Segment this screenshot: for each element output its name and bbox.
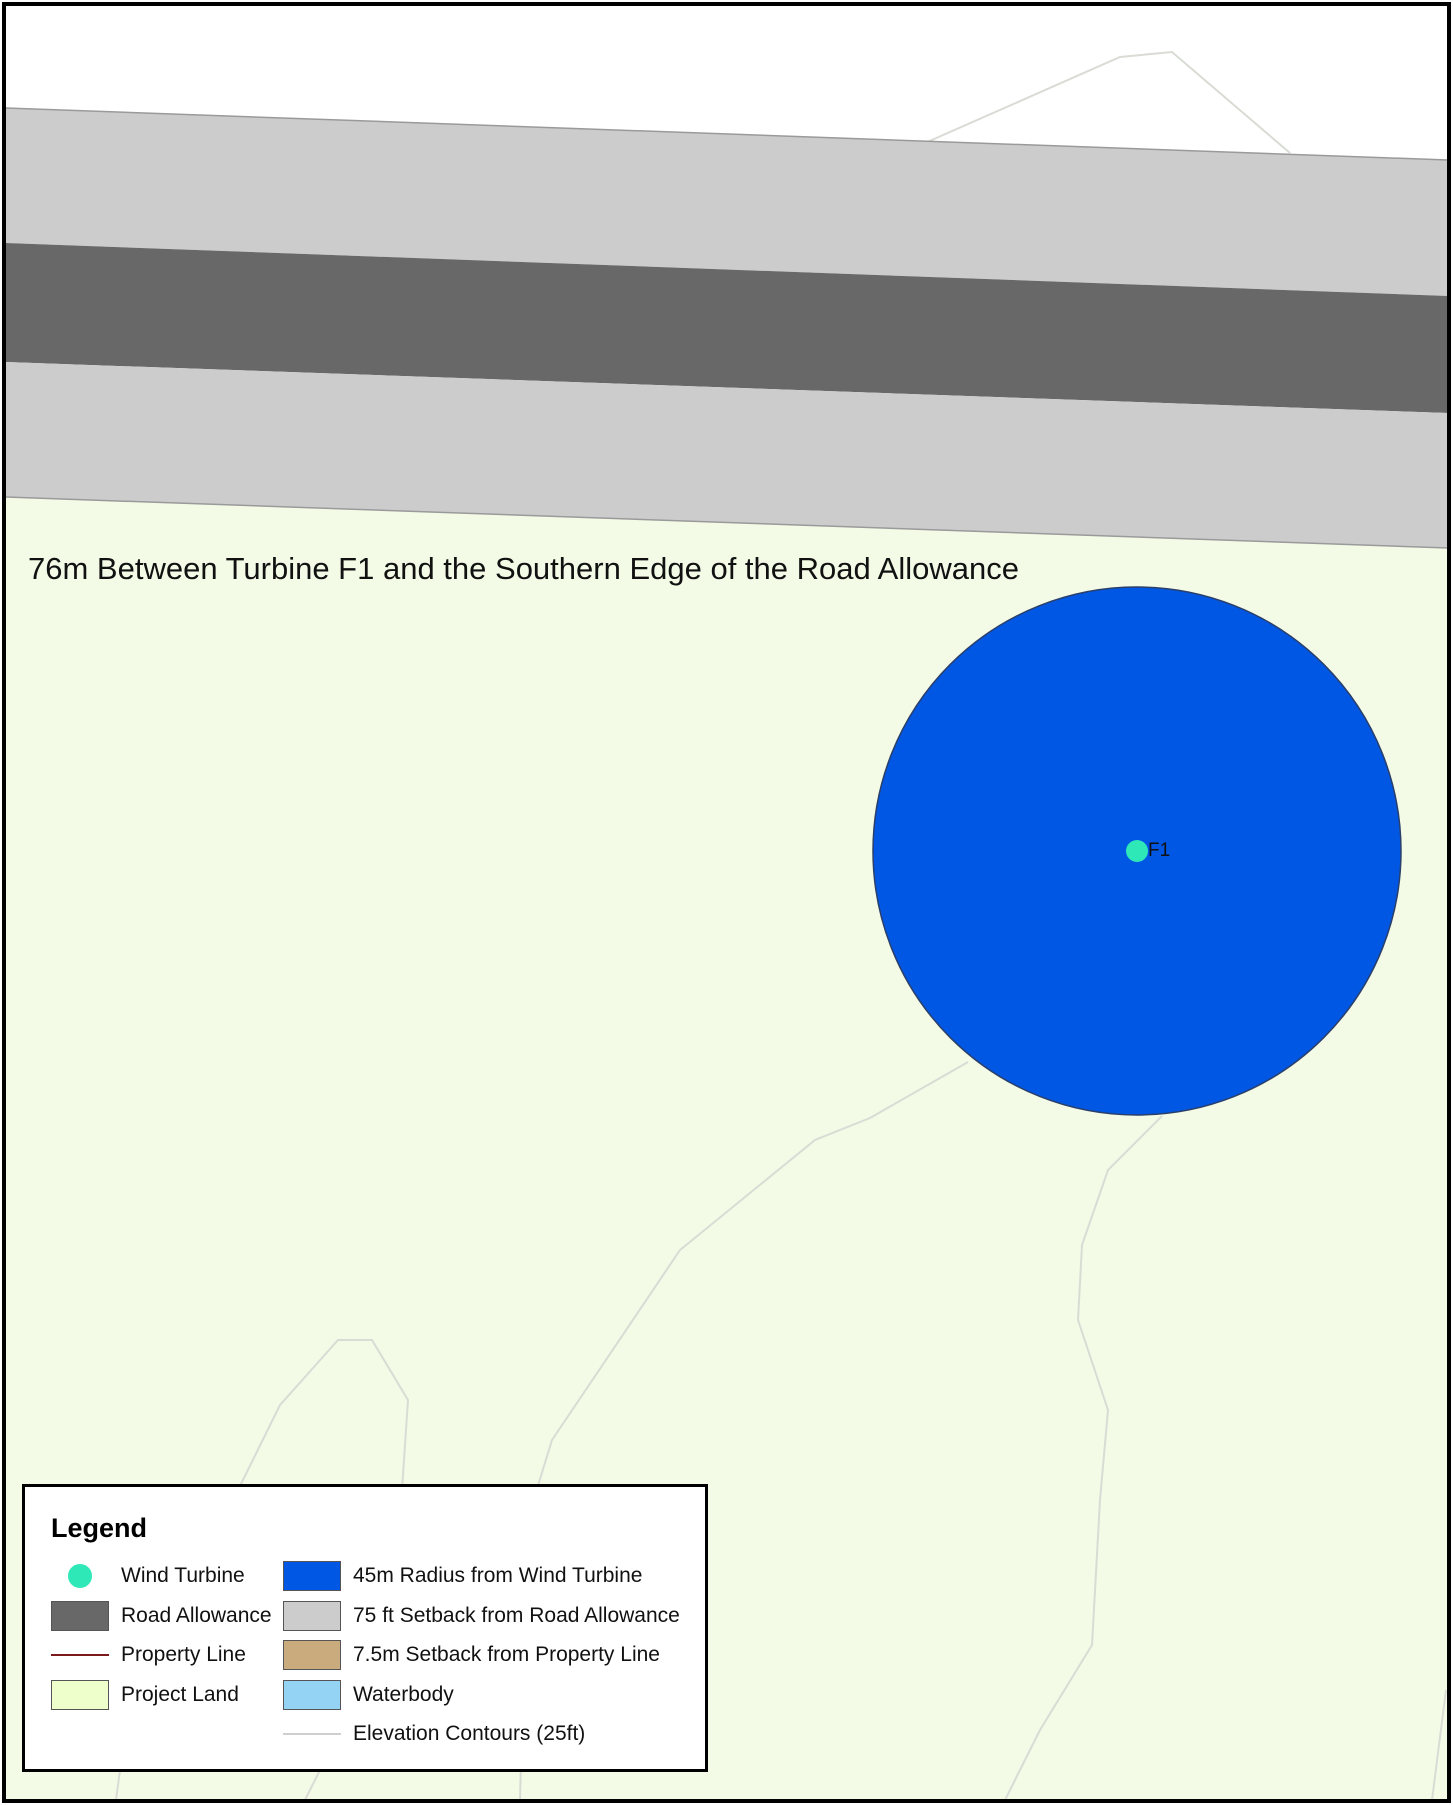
- legend-label: 45m Radius from Wind Turbine: [353, 1564, 643, 1587]
- road-setback-edge: [5, 496, 1449, 549]
- turbine-label: F1: [1148, 840, 1171, 861]
- legend-item-property-setback: 7.5m Setback from Property Line: [283, 1638, 660, 1672]
- legend-label: Property Line: [121, 1643, 246, 1666]
- turbine-radius-swatch: [283, 1561, 341, 1591]
- legend: Legend Wind Turbine Road Allowance Prope…: [22, 1484, 708, 1772]
- legend-label: Wind Turbine: [121, 1564, 245, 1587]
- legend-item-property-line: Property Line: [51, 1638, 246, 1672]
- legend-label: 75 ft Setback from Road Allowance: [353, 1604, 680, 1627]
- waterbody-swatch: [283, 1680, 341, 1710]
- legend-item-turbine-radius: 45m Radius from Wind Turbine: [283, 1559, 642, 1593]
- legend-item-project-land: Project Land: [51, 1678, 239, 1712]
- road-allowance: [6, 243, 1448, 413]
- legend-label: Project Land: [121, 1683, 239, 1706]
- elevation-contour-line-icon: [283, 1719, 341, 1749]
- road-setback-swatch: [283, 1601, 341, 1631]
- elevation-contour-line: [1004, 1115, 1163, 1801]
- legend-item-road-setback: 75 ft Setback from Road Allowance: [283, 1599, 680, 1633]
- elevation-contour-line: [237, 1339, 410, 1491]
- road-setback-north: [6, 108, 1448, 296]
- wind-turbine-point-icon: [51, 1561, 109, 1591]
- elevation-contour-line: [304, 1769, 321, 1801]
- road-setback-south: [6, 362, 1448, 548]
- legend-label: 7.5m Setback from Property Line: [353, 1643, 660, 1666]
- legend-label: Waterbody: [353, 1683, 454, 1706]
- legend-item-waterbody: Waterbody: [283, 1678, 454, 1712]
- elevation-contour-line: [115, 1769, 121, 1801]
- legend-label: Elevation Contours (25ft): [353, 1722, 586, 1745]
- legend-label: Road Allowance: [121, 1604, 272, 1627]
- project-land-swatch: [51, 1680, 109, 1710]
- distance-annotation: 76m Between Turbine F1 and the Southern …: [28, 551, 1019, 586]
- elevation-contour-line: [1431, 1689, 1447, 1801]
- road-allowance-swatch: [51, 1601, 109, 1631]
- legend-item-elevation-contours: Elevation Contours (25ft): [283, 1717, 585, 1751]
- wind-turbine-point[interactable]: [1126, 840, 1148, 862]
- legend-title: Legend: [51, 1513, 148, 1543]
- legend-item-wind-turbine: Wind Turbine: [51, 1559, 245, 1593]
- legend-item-road-allowance: Road Allowance: [51, 1599, 272, 1633]
- property-line-icon: [51, 1640, 109, 1670]
- road-setback-edge: [5, 107, 1449, 161]
- elevation-contour-line: [924, 50, 1291, 154]
- property-setback-swatch: [283, 1640, 341, 1670]
